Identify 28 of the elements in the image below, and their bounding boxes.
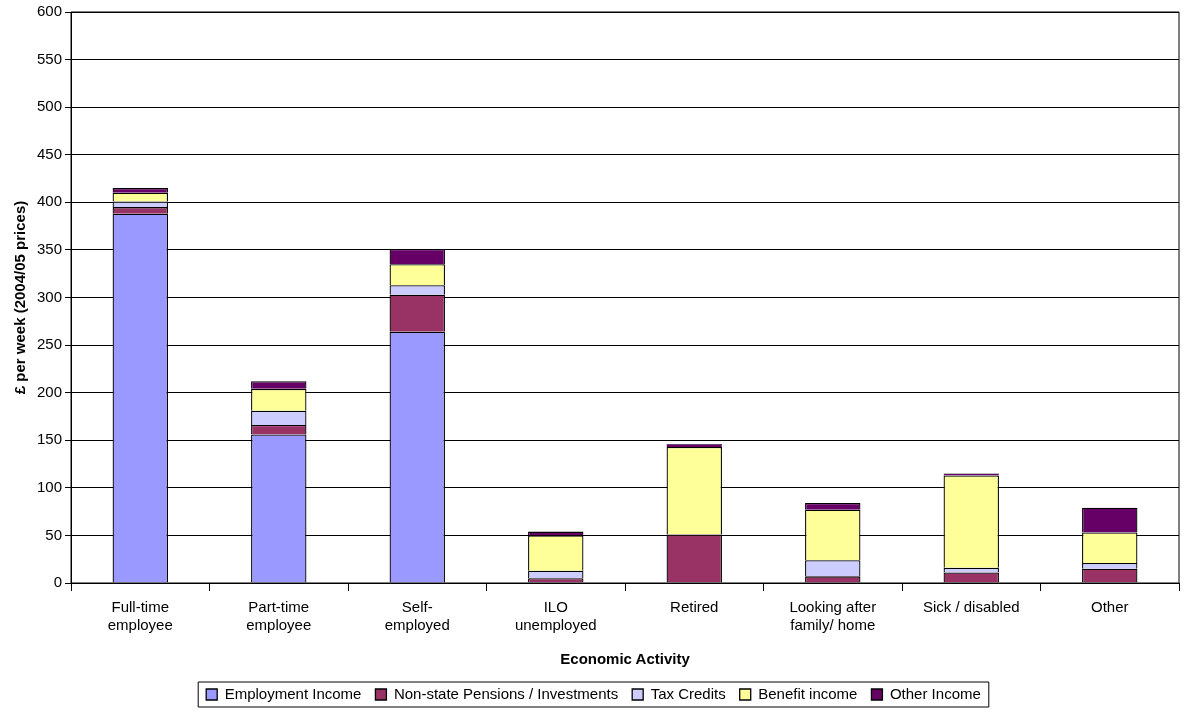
y-tick-label: 600 (37, 2, 63, 20)
x-tick-label: ILO unemployed (514, 598, 597, 634)
x-tick-label: Self- employed (384, 598, 450, 634)
y-tick-label: 0 (53, 573, 63, 591)
y-tick-label: 250 (37, 335, 63, 353)
legend-label: Non-state Pensions / Investments (393, 684, 619, 702)
x-tick-label: Full-time employee (107, 598, 173, 634)
y-tick-label: 350 (37, 240, 63, 258)
x-tick-label: Part-time employee (246, 598, 312, 634)
x-tick-label: Looking after family/ home (789, 598, 877, 634)
legend-label: Other Income (889, 684, 981, 702)
legend-label: Employment Income (224, 684, 362, 702)
x-axis-title: Economic Activity (560, 650, 691, 668)
y-tick-label: 550 (37, 49, 63, 67)
y-tick-label: 200 (37, 382, 63, 400)
y-tick-label: 450 (37, 144, 63, 162)
y-tick-label: 300 (37, 287, 63, 305)
x-tick-label: Sick / disabled (922, 598, 1020, 616)
legend-label: Tax Credits (650, 684, 726, 702)
legend-label: Benefit income (758, 684, 858, 702)
y-tick-label: 500 (37, 97, 63, 115)
x-tick-label: Retired (670, 598, 719, 616)
y-axis-title: £ per week (2004/05 prices) (11, 200, 29, 395)
x-tick-label: Other (1090, 598, 1129, 616)
y-tick-label: 400 (37, 192, 63, 210)
y-tick-label: 100 (37, 477, 63, 495)
y-tick-label: 50 (45, 525, 63, 543)
y-tick-label: 150 (37, 430, 63, 448)
